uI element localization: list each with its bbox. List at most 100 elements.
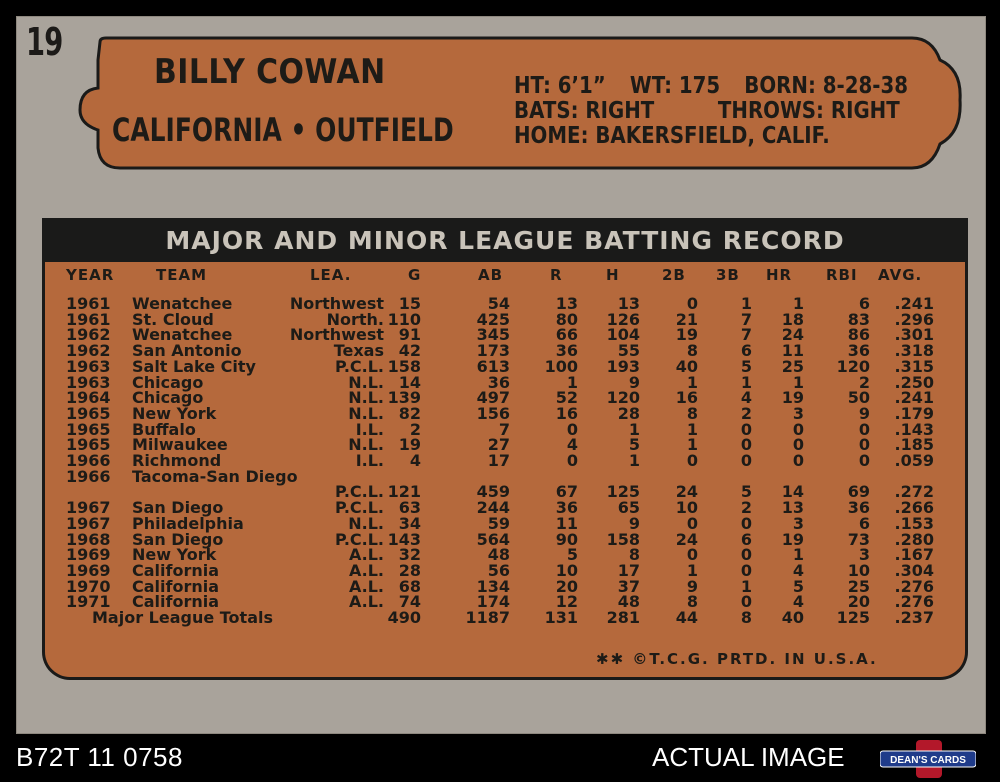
table-cell: 21	[675, 309, 698, 329]
table-row: 1963 Chicago N.L. 14 36 1 9 1 1 1 2 .250	[60, 372, 940, 392]
table-cell: 1967	[66, 513, 111, 533]
player-name: BILLY COWAN	[154, 52, 386, 92]
table-cell: 14	[781, 482, 804, 502]
table-cell: 1966	[66, 466, 111, 486]
table-cell: 7	[740, 309, 752, 329]
table-cell: 19	[781, 388, 804, 408]
table-cell: 3	[792, 513, 804, 533]
table-cell: 37	[617, 576, 640, 596]
table-cell: 36	[847, 341, 870, 361]
table-cell: 36	[555, 498, 578, 518]
table-row: 1970 California A.L. 68 134 20 37 9 1 5 25 .276	[60, 576, 940, 596]
table-cell: North.	[326, 309, 384, 329]
table-row: 1961 Wenatchee Northwest 15 54 13 13 0 1 1 6 .241	[60, 296, 940, 312]
table-cell: P.C.L.	[335, 356, 384, 376]
table-cell: 63	[398, 498, 421, 518]
column-header: AVG.	[878, 266, 923, 284]
table-cell: 4	[409, 451, 421, 470]
table-cell: 11	[781, 341, 804, 361]
table-cell: California	[132, 592, 220, 612]
table-cell: N.L.	[348, 403, 384, 423]
table-cell: .059	[894, 451, 934, 470]
table-cell: 19	[398, 435, 421, 455]
table-cell: N.L.	[348, 388, 384, 408]
table-cell: 2	[740, 498, 752, 518]
table-cell: San Diego	[132, 529, 224, 549]
stats-box	[42, 262, 968, 680]
table-cell: 156	[476, 403, 510, 423]
table-cell: 134	[476, 576, 510, 596]
table-row: 1971 California A.L. 74 174 12 48 8 0 4 20 .276	[60, 594, 940, 610]
table-cell: 28	[617, 403, 640, 423]
table-cell: .237	[894, 608, 934, 627]
column-header: H	[606, 266, 620, 284]
table-cell: 56	[487, 560, 510, 580]
table-cell: 48	[487, 545, 510, 565]
table-cell: 1	[628, 451, 640, 470]
table-row: P.C.L. 121 459 67 125 24 5 14 69 .272	[60, 484, 940, 500]
table-cell: .241	[894, 294, 934, 313]
table-cell: 54	[487, 294, 510, 313]
table-cell: 2	[740, 403, 752, 423]
column-header: R	[550, 266, 563, 284]
table-cell: 100	[544, 356, 578, 376]
player-bio: HT: 6’1” WT: 175 BORN: 8-28-38 BATS: RIG…	[514, 74, 908, 149]
table-row: 1962 Wenatchee Northwest 91 345 66 104 19 7 24 86.…	[60, 327, 940, 343]
table-cell: 1967	[66, 498, 111, 518]
table-cell: 7	[498, 419, 510, 439]
table-cell: 10	[847, 560, 870, 580]
table-cell: Wenatchee	[132, 325, 233, 345]
table-cell: 4	[792, 560, 804, 580]
column-header: TEAM	[156, 266, 208, 284]
table-cell: 425	[476, 309, 510, 329]
table-cell: California	[132, 576, 220, 596]
table-cell: 1965	[66, 435, 111, 455]
table-cell: 20	[847, 592, 870, 612]
table-cell: 8	[628, 545, 640, 565]
listing-caption: ACTUAL IMAGE	[652, 742, 845, 772]
table-row: 1967 San Diego P.C.L. 63 244 36 65 10 2 13 36 .266	[60, 500, 940, 516]
table-cell: 8	[740, 608, 752, 627]
table-cell: 0	[858, 451, 870, 470]
table-cell: A.L.	[348, 560, 384, 580]
table-cell: .266	[894, 498, 934, 518]
column-header: 3B	[716, 266, 740, 284]
table-cell: 66	[555, 325, 578, 345]
table-cell: New York	[132, 403, 217, 423]
table-cell: 4	[740, 388, 752, 408]
table-row: 1968 San Diego P.C.L. 143 564 90 158 24 6 19 73 .28…	[60, 529, 940, 549]
table-cell: 0	[740, 592, 752, 612]
table-cell: 91	[398, 325, 421, 345]
table-cell: 0	[740, 419, 752, 439]
bio-throws: THROWS: RIGHT	[717, 98, 900, 124]
table-cell: Richmond	[132, 451, 222, 470]
table-cell: 12	[555, 592, 578, 612]
table-cell: 120	[606, 388, 640, 408]
table-cell: .276	[894, 592, 934, 612]
table-row: 1966 Richmond I.L. 4 17 0 1 0 0 0 0 .059	[60, 453, 940, 469]
table-cell: 52	[555, 388, 578, 408]
column-header: HR	[766, 266, 793, 284]
table-cell: Salt Lake City	[132, 356, 256, 376]
table-cell: 1968	[66, 529, 111, 549]
table-cell: .315	[894, 356, 934, 376]
table-cell: 1964	[66, 388, 111, 408]
table-cell: Wenatchee	[132, 294, 233, 313]
table-cell: Chicago	[132, 388, 204, 408]
table-row: 1965 Milwaukee N.L. 19 27 4 5 1 0 0 0 .185	[60, 437, 940, 453]
table-cell: 1965	[66, 403, 111, 423]
table-cell: 1187	[465, 608, 510, 627]
table-cell: 1966	[66, 451, 111, 470]
table-cell: .301	[894, 325, 934, 345]
table-cell: 1	[740, 372, 752, 392]
table-cell: 173	[476, 341, 510, 361]
table-cell: 9	[628, 372, 640, 392]
table-cell: 1971	[66, 592, 111, 612]
table-cell: P.C.L.	[335, 482, 384, 502]
table-cell: I.L.	[355, 451, 384, 470]
table-cell: 55	[617, 341, 640, 361]
table-cell: 174	[476, 592, 510, 612]
table-cell: 80	[555, 309, 578, 329]
table-row: 1967 Philadelphia N.L. 34 59 11 9 0 0 3 6 .153	[60, 513, 940, 533]
table-cell: Northwest	[289, 325, 384, 345]
